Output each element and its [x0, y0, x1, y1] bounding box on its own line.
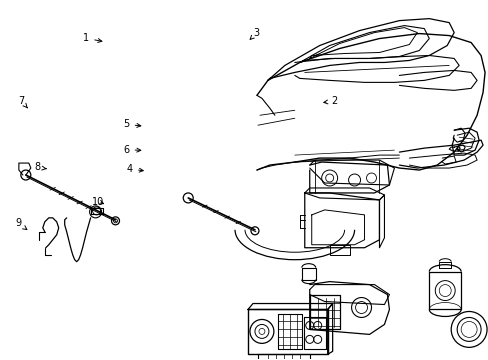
- Text: 1: 1: [83, 33, 102, 43]
- Text: 3: 3: [250, 28, 259, 39]
- Text: 8: 8: [34, 162, 46, 172]
- Text: 5: 5: [123, 120, 141, 129]
- Text: 4: 4: [127, 164, 143, 174]
- Text: 10: 10: [92, 197, 104, 207]
- Text: 7: 7: [18, 96, 27, 108]
- Text: 6: 6: [123, 144, 141, 154]
- Text: 9: 9: [15, 218, 27, 230]
- Text: 2: 2: [323, 96, 337, 106]
